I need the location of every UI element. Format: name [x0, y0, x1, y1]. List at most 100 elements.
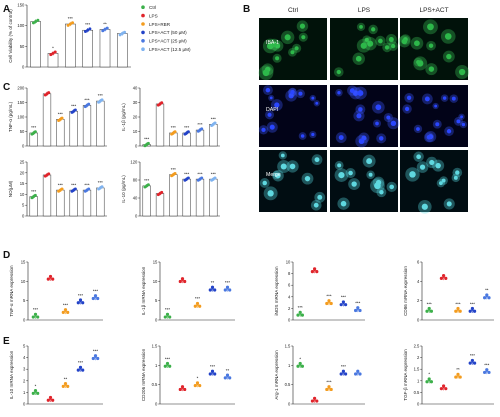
- data-point: [73, 108, 77, 112]
- chart-c2: 0 10 20 30 40 IL-1β (pg/mL) *** *** *** *** ***: [121, 86, 220, 149]
- y-tick-label: 0: [288, 318, 291, 323]
- data-point: [100, 185, 104, 189]
- data-point: [86, 28, 90, 32]
- significance-label: ***: [225, 280, 230, 285]
- y-tick-label: 6: [288, 283, 291, 288]
- y-tick-label: 200: [17, 86, 25, 91]
- data-point: [165, 312, 170, 316]
- significance-label: ***: [427, 301, 432, 306]
- micrograph-tile: [398, 18, 470, 80]
- data-point: [173, 130, 177, 134]
- data-point: [61, 310, 65, 315]
- bar: [169, 174, 178, 217]
- y-axis-label: IL-1β (pg/mL): [121, 103, 126, 131]
- y-tick-label: 40: [133, 86, 138, 91]
- micro-col-label-lps-act: LPS+ACT: [419, 7, 448, 14]
- y-tick-label: 0: [155, 402, 158, 407]
- y-tick-label: 50: [20, 129, 25, 134]
- legend-swatch: [141, 13, 145, 18]
- panel-label-e: E: [3, 336, 10, 347]
- significance-label: ***: [84, 98, 89, 103]
- y-tick-label: 0: [22, 214, 25, 219]
- micro-col-label-ctrl: Ctrl: [288, 7, 299, 14]
- y-tick-label: 2: [417, 355, 420, 360]
- data-point: [444, 387, 448, 391]
- significance-label: ***: [210, 364, 215, 369]
- micrograph-tile: [330, 18, 398, 80]
- bar: [29, 196, 38, 217]
- y-axis-label: NO(μM): [8, 180, 13, 197]
- micro-row-label: DAPI: [266, 107, 278, 113]
- data-point: [160, 101, 164, 105]
- data-point: [439, 276, 443, 280]
- significance-label: **: [103, 21, 107, 26]
- data-point: [468, 309, 472, 313]
- data-point: [458, 375, 462, 379]
- y-tick-label: 25: [20, 160, 25, 165]
- data-point: [46, 398, 50, 402]
- chart-c1: 0 50 100 150 200 TNF-α (pg/mL) *** *** *** *** ***: [8, 86, 107, 149]
- legend-entry: LPS+RBR: [149, 22, 171, 27]
- chart-d3: 0 2 4 6 8 10 iNOS mRNA expression *** *** *** ***: [274, 260, 365, 323]
- y-tick-label: 0.5: [414, 390, 420, 395]
- data-point: [329, 301, 333, 306]
- data-point: [48, 274, 53, 279]
- data-point: [208, 288, 212, 292]
- data-point: [213, 288, 217, 292]
- bar: [65, 23, 76, 68]
- data-point: [168, 364, 172, 368]
- data-point: [186, 130, 190, 134]
- data-point: [327, 299, 331, 303]
- data-point: [442, 274, 446, 278]
- micrograph-tile: [400, 150, 468, 214]
- data-point: [120, 32, 124, 36]
- y-tick-label: 0: [417, 402, 420, 407]
- data-point: [183, 279, 187, 284]
- y-tick-label: 0: [417, 318, 420, 323]
- data-point: [193, 383, 197, 388]
- data-point: [315, 270, 319, 274]
- y-tick-label: 30: [133, 100, 138, 105]
- data-point: [46, 277, 50, 281]
- data-point: [315, 399, 319, 403]
- y-tick-label: 5: [155, 298, 158, 303]
- data-point: [76, 301, 80, 305]
- significance-label: ***: [98, 180, 103, 185]
- data-point: [78, 365, 83, 369]
- data-point: [487, 296, 491, 300]
- data-point: [168, 315, 172, 319]
- data-point: [103, 27, 107, 31]
- y-axis-label: Arg-1 mRNA expression: [274, 350, 279, 400]
- y-tick-label: 15: [21, 260, 26, 265]
- y-tick-label: 0: [22, 65, 25, 70]
- panel-label-c: C: [3, 82, 10, 93]
- data-point: [195, 301, 200, 306]
- data-point: [485, 368, 489, 372]
- micrograph-tile: [258, 18, 327, 81]
- data-point: [473, 361, 477, 365]
- data-point: [88, 27, 92, 31]
- significance-label: ***: [165, 356, 170, 361]
- data-point: [31, 391, 35, 395]
- legend-entry: Ctrl: [149, 5, 156, 10]
- bar: [142, 185, 151, 217]
- data-point: [93, 354, 98, 358]
- data-point: [81, 368, 85, 372]
- data-point: [178, 279, 182, 284]
- data-point: [429, 309, 433, 313]
- significance-label: ***: [85, 22, 90, 27]
- data-point: [208, 372, 212, 376]
- significance-label: ***: [184, 171, 189, 176]
- y-tick-label: 4: [288, 294, 291, 299]
- data-point: [344, 303, 348, 307]
- legend-swatch: [141, 30, 145, 35]
- significance-label: ***: [341, 364, 346, 369]
- data-point: [341, 300, 345, 304]
- data-point: [66, 23, 70, 27]
- data-point: [33, 312, 38, 316]
- y-tick-label: 120: [130, 160, 138, 165]
- significance-label: ***: [63, 302, 68, 307]
